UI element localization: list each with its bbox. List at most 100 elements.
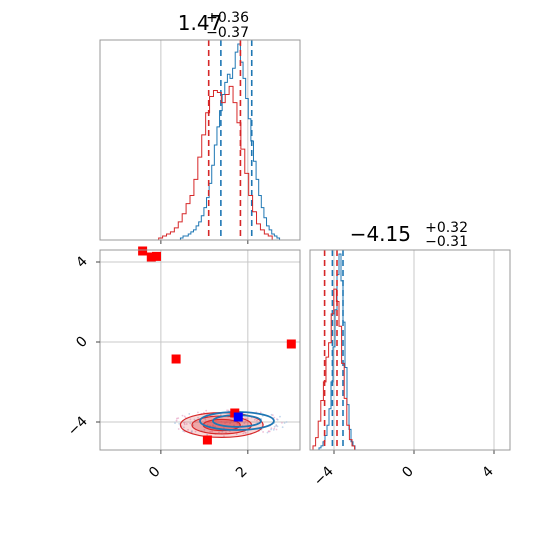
joint-y-tick-label: −4 xyxy=(65,413,91,439)
scatter-dot xyxy=(246,417,249,420)
scatter-dot xyxy=(262,431,264,433)
scatter-dot xyxy=(189,418,192,421)
scatter-dot xyxy=(244,417,247,420)
scatter-dot xyxy=(212,424,214,427)
scatter-dot xyxy=(235,433,238,436)
scatter-dot xyxy=(255,419,258,422)
scatter-dot xyxy=(279,415,281,418)
marginal-y-tick-label: 4 xyxy=(479,463,497,481)
scatter-dot xyxy=(197,416,199,419)
marginal-y-tick-label: −4 xyxy=(311,463,337,489)
joint-x-tick-label: 0 xyxy=(146,464,164,482)
scatter-dot xyxy=(204,418,207,420)
marginal-y-frame xyxy=(309,249,511,451)
scatter-dot xyxy=(253,418,256,421)
red-marker xyxy=(171,354,181,364)
red-marker xyxy=(146,252,156,262)
scatter-dot xyxy=(176,417,178,420)
scatter-dot xyxy=(177,428,180,430)
scatter-dot xyxy=(193,418,196,421)
scatter-dot xyxy=(206,433,209,436)
red-marker xyxy=(152,251,162,261)
scatter-dot xyxy=(225,431,227,434)
scatter-dot xyxy=(270,428,273,431)
scatter-dot xyxy=(244,431,247,434)
marginal-y-title-plus: +0.32 xyxy=(425,220,468,236)
scatter-dot xyxy=(275,428,278,431)
scatter-dot xyxy=(197,411,199,414)
scatter-dot xyxy=(211,430,213,433)
scatter-dot xyxy=(224,422,226,424)
scatter-dot xyxy=(229,422,232,425)
joint-frame xyxy=(99,249,301,451)
marginal-x-panel: 1.47 +0.36 −0.37 xyxy=(99,10,301,244)
marginal-y-title-minus: −0.31 xyxy=(425,234,468,250)
scatter-dot xyxy=(206,423,209,426)
scatter-dot xyxy=(266,431,269,434)
joint-panel: 0 2 −4 0 4 xyxy=(65,246,301,482)
scatter-dot xyxy=(227,409,230,412)
scatter-dot xyxy=(225,421,228,424)
scatter-dot xyxy=(226,409,229,412)
scatter-dot xyxy=(188,413,191,415)
scatter-dot xyxy=(183,421,185,424)
scatter-dot xyxy=(244,420,247,423)
scatter-dot xyxy=(191,430,193,433)
histogram-series-red xyxy=(158,85,273,240)
marginal-x-title-minus: −0.37 xyxy=(206,25,249,41)
scatter-dot xyxy=(273,416,276,419)
scatter-dot xyxy=(221,430,224,433)
scatter-dot xyxy=(267,430,270,433)
marginal-x-title: 1.47 xyxy=(178,11,223,35)
marginal-y-tick-label: 0 xyxy=(399,464,417,482)
joint-x-tick-label: 2 xyxy=(233,464,251,482)
scatter-dot xyxy=(175,419,178,422)
scatter-dot xyxy=(209,430,212,433)
red-marker xyxy=(138,246,148,256)
scatter-dot xyxy=(203,429,206,431)
scatter-dot xyxy=(183,423,186,426)
marginal-x-title-value: 1.47 xyxy=(178,11,223,35)
scatter-dot xyxy=(205,409,208,412)
scatter-dot xyxy=(182,430,185,432)
blue-marker xyxy=(233,412,243,422)
scatter-dot xyxy=(189,422,192,425)
joint-y-tick-label: 0 xyxy=(73,334,91,352)
scatter-dot xyxy=(285,421,288,423)
marginal-y-panel: −4.15 +0.32 −0.31 −4 0 4 xyxy=(309,220,511,489)
joint-y-tick-label: 4 xyxy=(73,253,91,271)
scatter-dot xyxy=(273,425,276,428)
scatter-dot xyxy=(218,431,220,434)
marginal-y-title-value: −4.15 xyxy=(350,222,411,246)
scatter-dot xyxy=(243,422,246,425)
scatter-dot xyxy=(259,411,262,414)
scatter-dot xyxy=(174,422,176,424)
red-marker xyxy=(286,339,296,349)
scatter-dot xyxy=(272,428,275,431)
scatter-dot xyxy=(187,428,189,431)
scatter-dot xyxy=(283,422,286,424)
scatter-dot xyxy=(236,422,239,425)
scatter-dot xyxy=(181,414,184,417)
scatter-dot xyxy=(281,421,283,424)
red-marker xyxy=(202,435,212,445)
scatter-dot xyxy=(178,422,181,425)
histogram-series-blue xyxy=(179,43,281,240)
scatter-dot xyxy=(182,426,185,429)
scatter-dot xyxy=(214,425,216,428)
scatter-dot xyxy=(275,424,278,426)
scatter-dot xyxy=(183,415,186,418)
marginal-x-frame xyxy=(99,39,301,241)
histogram-series-red xyxy=(312,288,356,450)
scatter-dot xyxy=(194,430,197,433)
scatter-dot xyxy=(192,424,195,427)
scatter-dot xyxy=(276,418,279,421)
scatter-dot xyxy=(223,435,225,438)
scatter-dot xyxy=(220,420,223,423)
scatter-dot xyxy=(242,432,245,435)
marginal-x-title-plus: +0.36 xyxy=(206,10,249,26)
scatter-dot xyxy=(273,427,276,430)
scatter-dot xyxy=(281,426,284,429)
